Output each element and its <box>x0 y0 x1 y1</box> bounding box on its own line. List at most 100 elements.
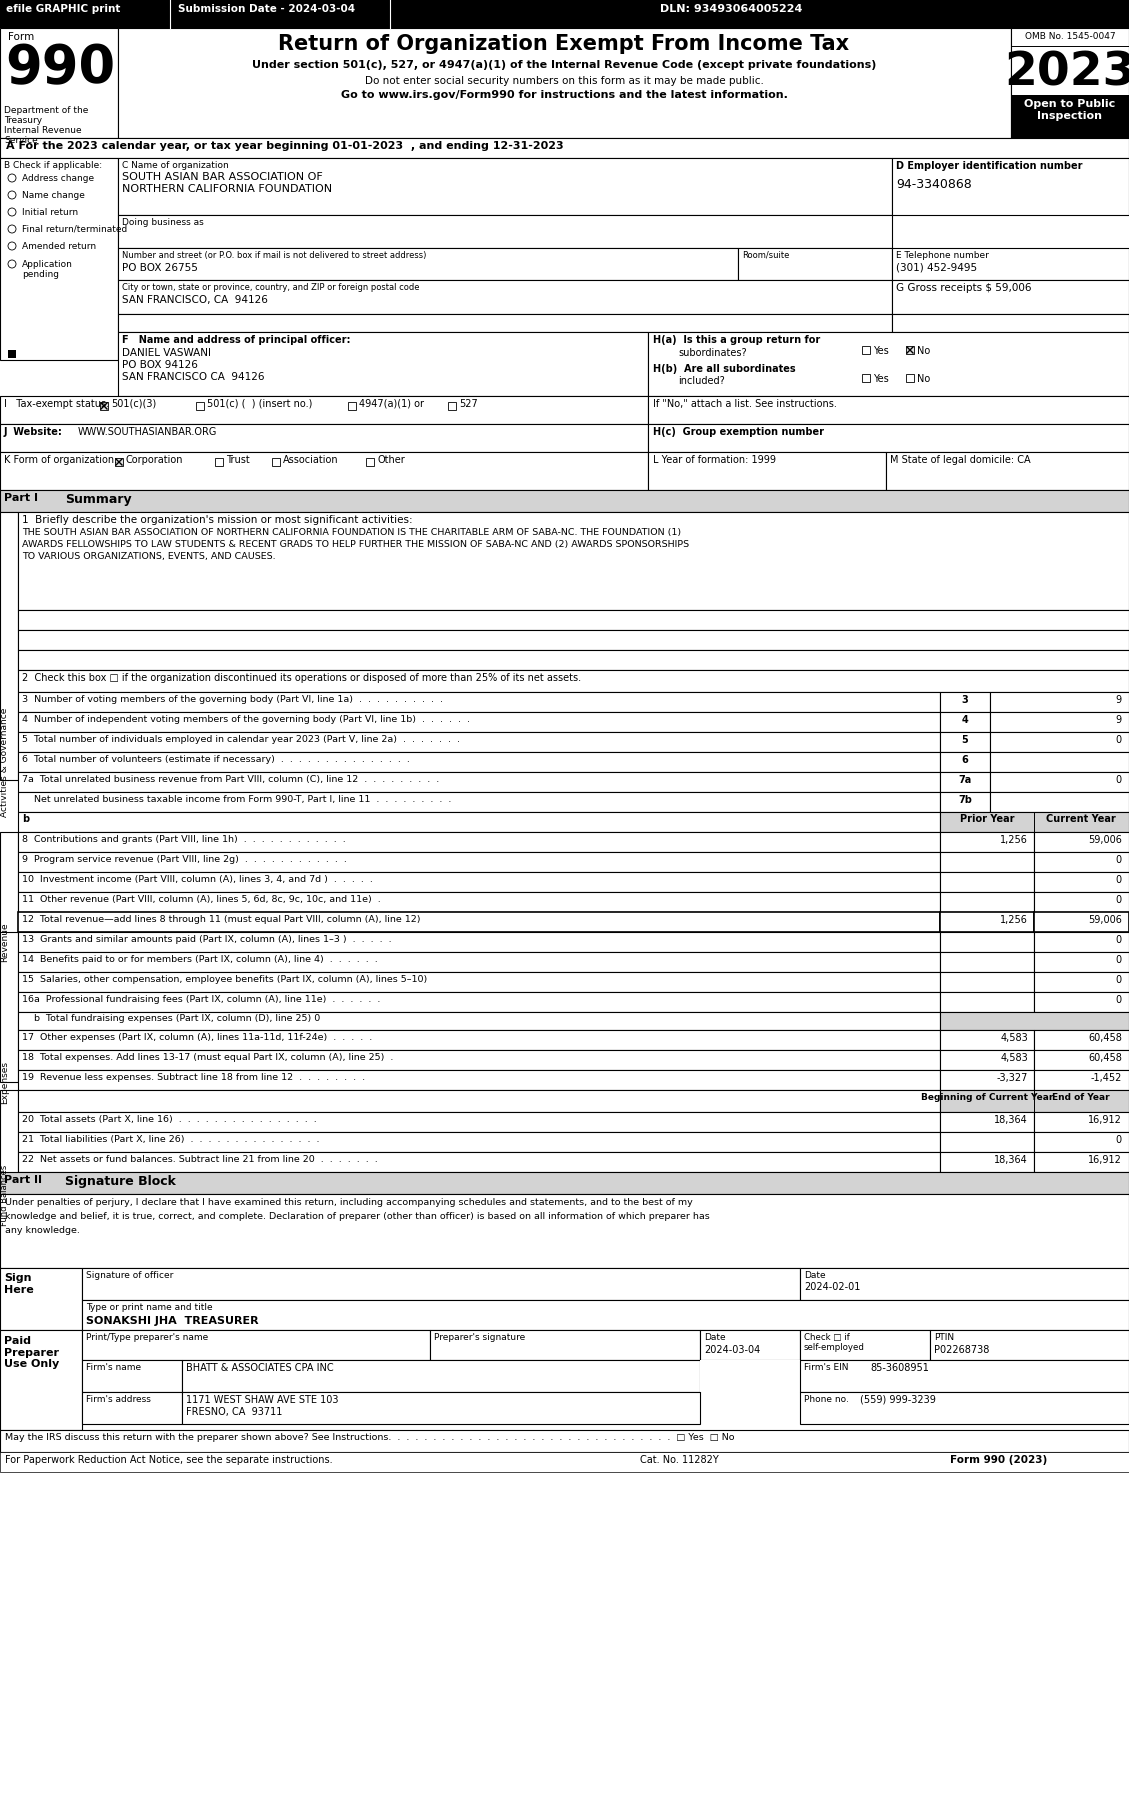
Bar <box>940 892 1034 912</box>
Text: PO BOX 94126: PO BOX 94126 <box>122 360 198 369</box>
Text: Form 990 (2023): Form 990 (2023) <box>949 1454 1048 1465</box>
Bar <box>100 402 108 411</box>
Bar <box>18 912 940 932</box>
Text: Association: Association <box>283 454 339 465</box>
Text: 0: 0 <box>1115 735 1122 744</box>
Text: 16a  Professional fundraising fees (Part IX, column (A), line 11e)  .  .  .  .  : 16a Professional fundraising fees (Part … <box>21 995 380 1004</box>
Text: Check □ if
self-employed: Check □ if self-employed <box>804 1333 865 1352</box>
Bar <box>0 1090 18 1200</box>
Text: TO VARIOUS ORGANIZATIONS, EVENTS, AND CAUSES.: TO VARIOUS ORGANIZATIONS, EVENTS, AND CA… <box>21 551 275 560</box>
Bar <box>18 872 940 892</box>
Bar <box>940 1112 1034 1132</box>
Bar <box>18 712 940 732</box>
Text: Firm's EIN: Firm's EIN <box>804 1362 849 1371</box>
Text: 0: 0 <box>1115 935 1122 944</box>
Text: efile GRAPHIC print: efile GRAPHIC print <box>6 4 121 14</box>
Bar <box>800 1391 1129 1424</box>
Text: L Year of formation: 1999: L Year of formation: 1999 <box>653 454 776 465</box>
Text: 4947(a)(1) or: 4947(a)(1) or <box>359 398 425 409</box>
Text: AWARDS FELLOWSHIPS TO LAW STUDENTS & RECENT GRADS TO HELP FURTHER THE MISSION OF: AWARDS FELLOWSHIPS TO LAW STUDENTS & REC… <box>21 541 689 550</box>
Text: Phone no.: Phone no. <box>804 1395 849 1404</box>
Bar <box>18 951 940 971</box>
Bar <box>0 1452 1129 1472</box>
Text: 2024-02-01: 2024-02-01 <box>804 1281 860 1292</box>
Text: 94-3340868: 94-3340868 <box>896 178 972 191</box>
Text: Room/suite: Room/suite <box>742 250 789 259</box>
Text: 9: 9 <box>1115 715 1122 724</box>
Bar <box>940 991 1034 1013</box>
Text: 990: 990 <box>5 41 115 94</box>
Text: Date: Date <box>704 1333 726 1342</box>
Text: G Gross receipts $ 59,006: G Gross receipts $ 59,006 <box>896 283 1032 294</box>
Bar <box>940 833 1034 852</box>
Text: WWW.SOUTHASIANBAR.ORG: WWW.SOUTHASIANBAR.ORG <box>78 427 218 438</box>
Text: b: b <box>21 815 29 824</box>
Bar <box>930 1330 1129 1361</box>
Text: 0: 0 <box>1115 955 1122 966</box>
Text: Beginning of Current Year: Beginning of Current Year <box>921 1094 1053 1103</box>
Text: J  Website:: J Website: <box>5 427 63 438</box>
Text: Firm's name: Firm's name <box>86 1362 141 1371</box>
Text: SOUTH ASIAN BAR ASSOCIATION OF: SOUTH ASIAN BAR ASSOCIATION OF <box>122 171 323 182</box>
Bar <box>892 314 1129 332</box>
Text: 59,006: 59,006 <box>1088 834 1122 845</box>
Bar <box>800 1361 1129 1391</box>
Text: -3,327: -3,327 <box>997 1072 1029 1083</box>
Bar <box>366 458 374 467</box>
Text: THE SOUTH ASIAN BAR ASSOCIATION OF NORTHERN CALIFORNIA FOUNDATION IS THE CHARITA: THE SOUTH ASIAN BAR ASSOCIATION OF NORTH… <box>21 528 681 537</box>
Text: 11  Other revenue (Part VIII, column (A), lines 5, 6d, 8c, 9c, 10c, and 11e)  .: 11 Other revenue (Part VIII, column (A),… <box>21 896 380 905</box>
Text: Address change: Address change <box>21 175 94 184</box>
Bar <box>119 314 892 332</box>
Bar <box>18 813 940 833</box>
Text: Amended return: Amended return <box>21 241 96 250</box>
Text: 20  Total assets (Part X, line 16)  .  .  .  .  .  .  .  .  .  .  .  .  .  .  . : 20 Total assets (Part X, line 16) . . . … <box>21 1115 317 1124</box>
Bar <box>18 512 1129 611</box>
Text: No: No <box>917 375 930 384</box>
Bar <box>119 279 892 314</box>
Text: Other: Other <box>377 454 405 465</box>
Text: 21  Total liabilities (Part X, line 26)  .  .  .  .  .  .  .  .  .  .  .  .  .  : 21 Total liabilities (Part X, line 26) .… <box>21 1135 320 1144</box>
Text: Net Assets or
Fund Balances: Net Assets or Fund Balances <box>0 1164 9 1225</box>
Text: 16,912: 16,912 <box>1088 1115 1122 1124</box>
Text: FRESNO, CA  93711: FRESNO, CA 93711 <box>186 1407 282 1416</box>
Text: 3: 3 <box>962 696 969 705</box>
Bar <box>18 833 940 852</box>
Bar <box>0 139 1129 159</box>
Bar <box>18 991 940 1013</box>
Text: -1,452: -1,452 <box>1091 1072 1122 1083</box>
Text: Internal Revenue: Internal Revenue <box>5 126 81 135</box>
Bar <box>18 1031 940 1051</box>
Text: Final return/terminated: Final return/terminated <box>21 225 128 234</box>
Text: 7b: 7b <box>959 795 972 805</box>
Text: Do not enter social security numbers on this form as it may be made public.: Do not enter social security numbers on … <box>365 76 763 86</box>
Bar <box>0 0 1129 29</box>
Bar <box>348 402 356 411</box>
Bar <box>1034 1070 1129 1090</box>
Bar <box>0 932 18 1081</box>
Text: M State of legal domicile: CA: M State of legal domicile: CA <box>890 454 1031 465</box>
Text: Prior Year: Prior Year <box>960 815 1014 824</box>
Bar <box>940 1013 1129 1031</box>
Text: City or town, state or province, country, and ZIP or foreign postal code: City or town, state or province, country… <box>122 283 420 292</box>
Bar <box>82 1391 182 1424</box>
Text: 7a  Total unrelated business revenue from Part VIII, column (C), line 12  .  .  : 7a Total unrelated business revenue from… <box>21 775 439 784</box>
Bar <box>182 1391 700 1424</box>
Text: 16,912: 16,912 <box>1088 1155 1122 1166</box>
Bar <box>1034 971 1129 991</box>
Text: 4: 4 <box>962 715 969 724</box>
Bar <box>940 771 990 793</box>
Bar <box>196 402 204 411</box>
Text: H(a)  Is this a group return for: H(a) Is this a group return for <box>653 335 821 344</box>
Text: 18,364: 18,364 <box>995 1155 1029 1166</box>
Bar <box>0 1431 1129 1452</box>
Bar <box>940 813 1129 833</box>
Bar <box>0 1269 82 1330</box>
Text: Treasury: Treasury <box>5 115 42 124</box>
Text: For Paperwork Reduction Act Notice, see the separate instructions.: For Paperwork Reduction Act Notice, see … <box>5 1454 333 1465</box>
Bar <box>648 396 1129 423</box>
Text: Cat. No. 11282Y: Cat. No. 11282Y <box>640 1454 719 1465</box>
Bar <box>800 1330 930 1361</box>
Text: 0: 0 <box>1115 775 1122 786</box>
Text: Net unrelated business taxable income from Form 990-T, Part I, line 11  .  .  . : Net unrelated business taxable income fr… <box>21 795 452 804</box>
Text: 2  Check this box □ if the organization discontinued its operations or disposed : 2 Check this box □ if the organization d… <box>21 672 581 683</box>
